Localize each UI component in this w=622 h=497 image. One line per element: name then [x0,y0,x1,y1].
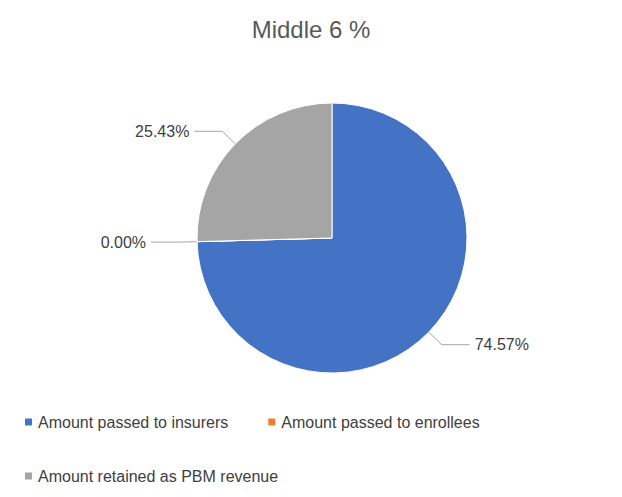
svg-text:Amount retained as PBM revenue: Amount retained as PBM revenue [38,468,278,485]
svg-text:0.00%: 0.00% [101,234,146,251]
svg-text:25.43%: 25.43% [135,123,189,140]
svg-text:Amount passed to insurers: Amount passed to insurers [38,414,228,431]
svg-text:74.57%: 74.57% [475,336,529,353]
svg-text:Amount passed to enrollees: Amount passed to enrollees [281,414,479,431]
svg-text:Middle 6 %: Middle 6 % [252,16,371,43]
